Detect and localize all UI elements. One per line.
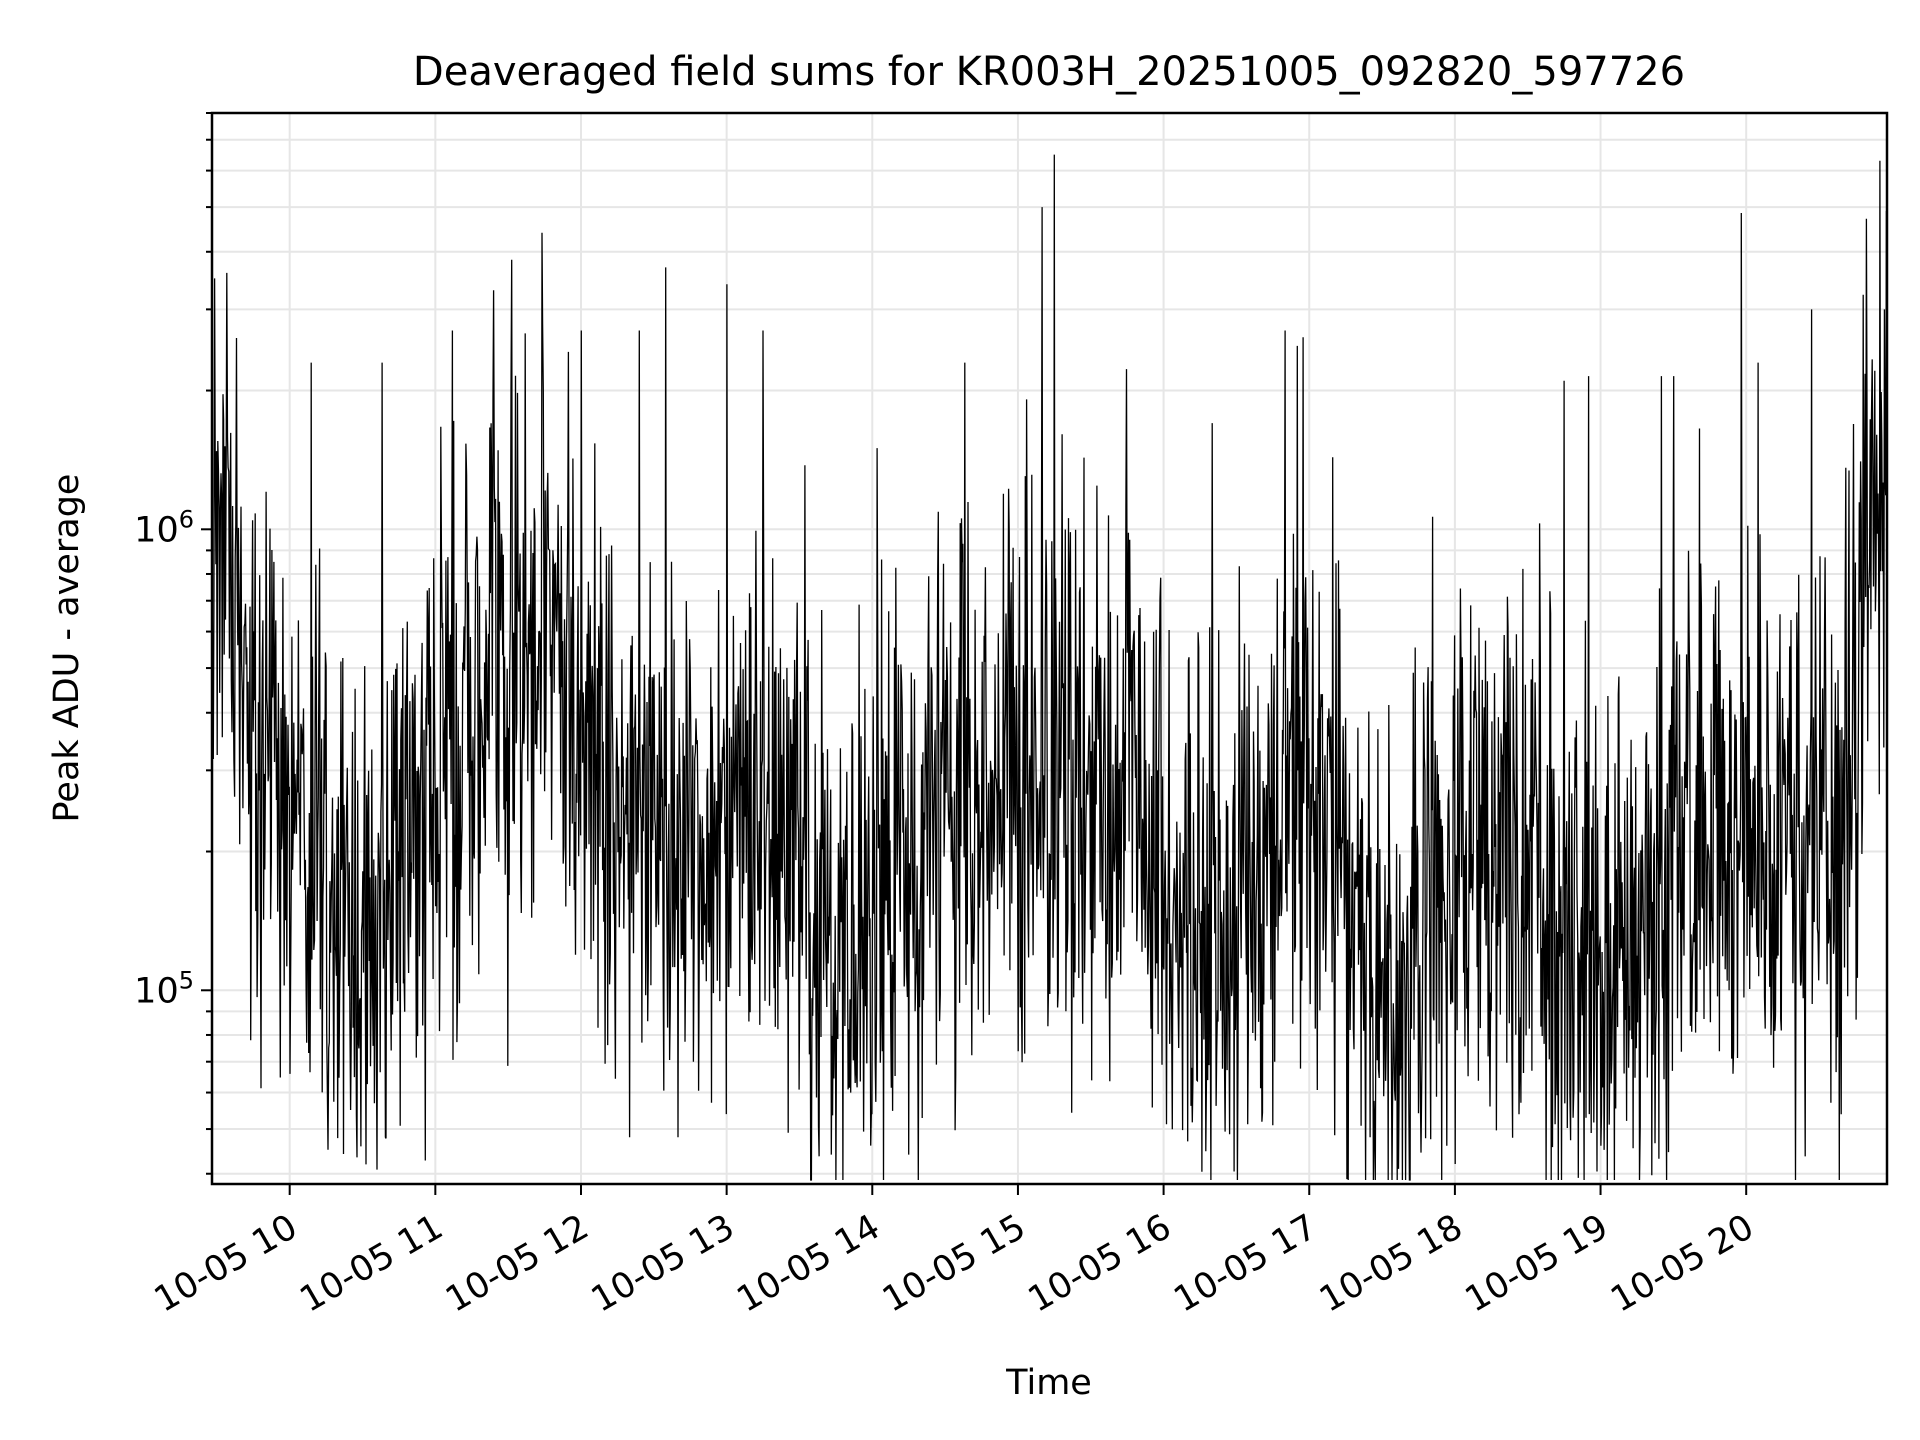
y-axis-label: Peak ADU - average [47,474,87,823]
chart-title: Deaveraged field sums for KR003H_2025100… [413,49,1685,95]
series-line [211,154,1888,1181]
plot-frame [210,111,1889,1186]
y-tick-label: 106 [134,505,194,550]
y-tick-label: 105 [134,966,194,1011]
x-axis-label: Time [1005,1363,1092,1403]
series-layer [211,154,1888,1181]
